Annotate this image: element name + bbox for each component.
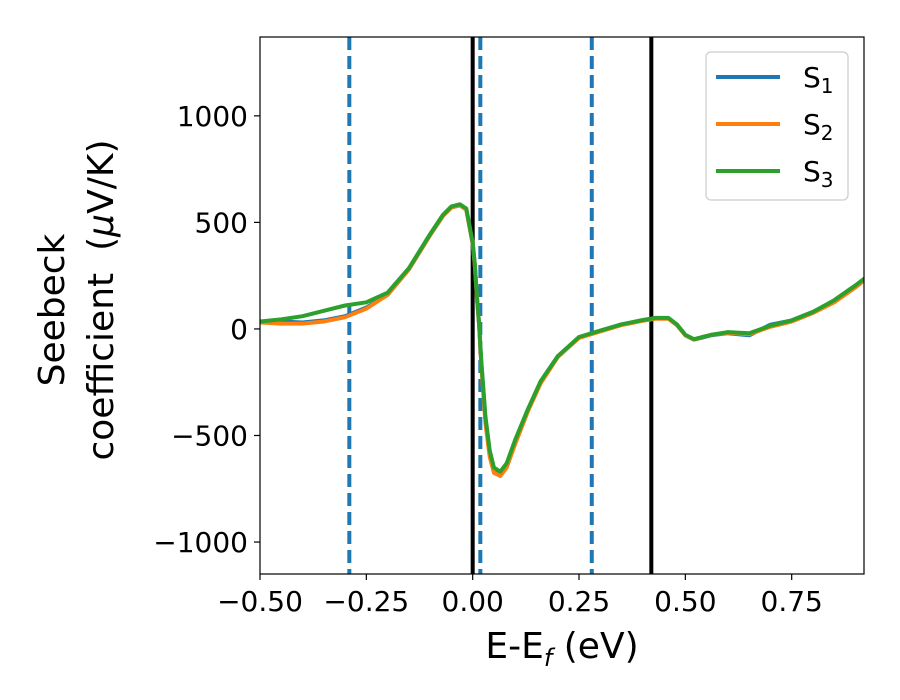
y-axis: 1000 500 0 −500 −1000 (153, 100, 260, 559)
legend-label-s2: S2 (803, 108, 834, 145)
plot-frame (259, 36, 865, 575)
x-tick-label-1: −0.25 (323, 585, 409, 618)
x-tick-label-3: 0.25 (548, 585, 610, 618)
series-line-s3 (260, 202, 864, 474)
legend: S1 S2 S3 (705, 51, 849, 201)
legend-label-s1: S1 (803, 61, 834, 98)
y-tick-label-3: −500 (171, 419, 248, 452)
y-tick-label-2: 0 (230, 313, 248, 346)
y-axis-title-line1: Seebeck (32, 233, 73, 386)
series-line-s1 (260, 203, 864, 476)
legend-label-s3: S3 (803, 155, 834, 192)
y-tick-label-4: −1000 (153, 526, 248, 559)
x-tick-label-4: 0.50 (654, 585, 716, 618)
x-tick-label-2: 0.00 (442, 585, 504, 618)
y-axis-title-line2: coefficient(μV/K) (81, 139, 122, 460)
y-tick-label-1: 500 (195, 206, 248, 239)
x-tick-label-5: 0.75 (761, 585, 823, 618)
reference-lines (347, 37, 654, 574)
x-axis-title: E-Ef (eV) (485, 626, 638, 672)
y-tick-label-0: 1000 (177, 100, 248, 133)
x-axis: −0.50 −0.25 0.00 0.25 0.50 0.75 (217, 574, 823, 618)
x-tick-label-0: −0.50 (217, 585, 303, 618)
series-lines (260, 202, 864, 478)
series-line-s2 (260, 203, 864, 478)
